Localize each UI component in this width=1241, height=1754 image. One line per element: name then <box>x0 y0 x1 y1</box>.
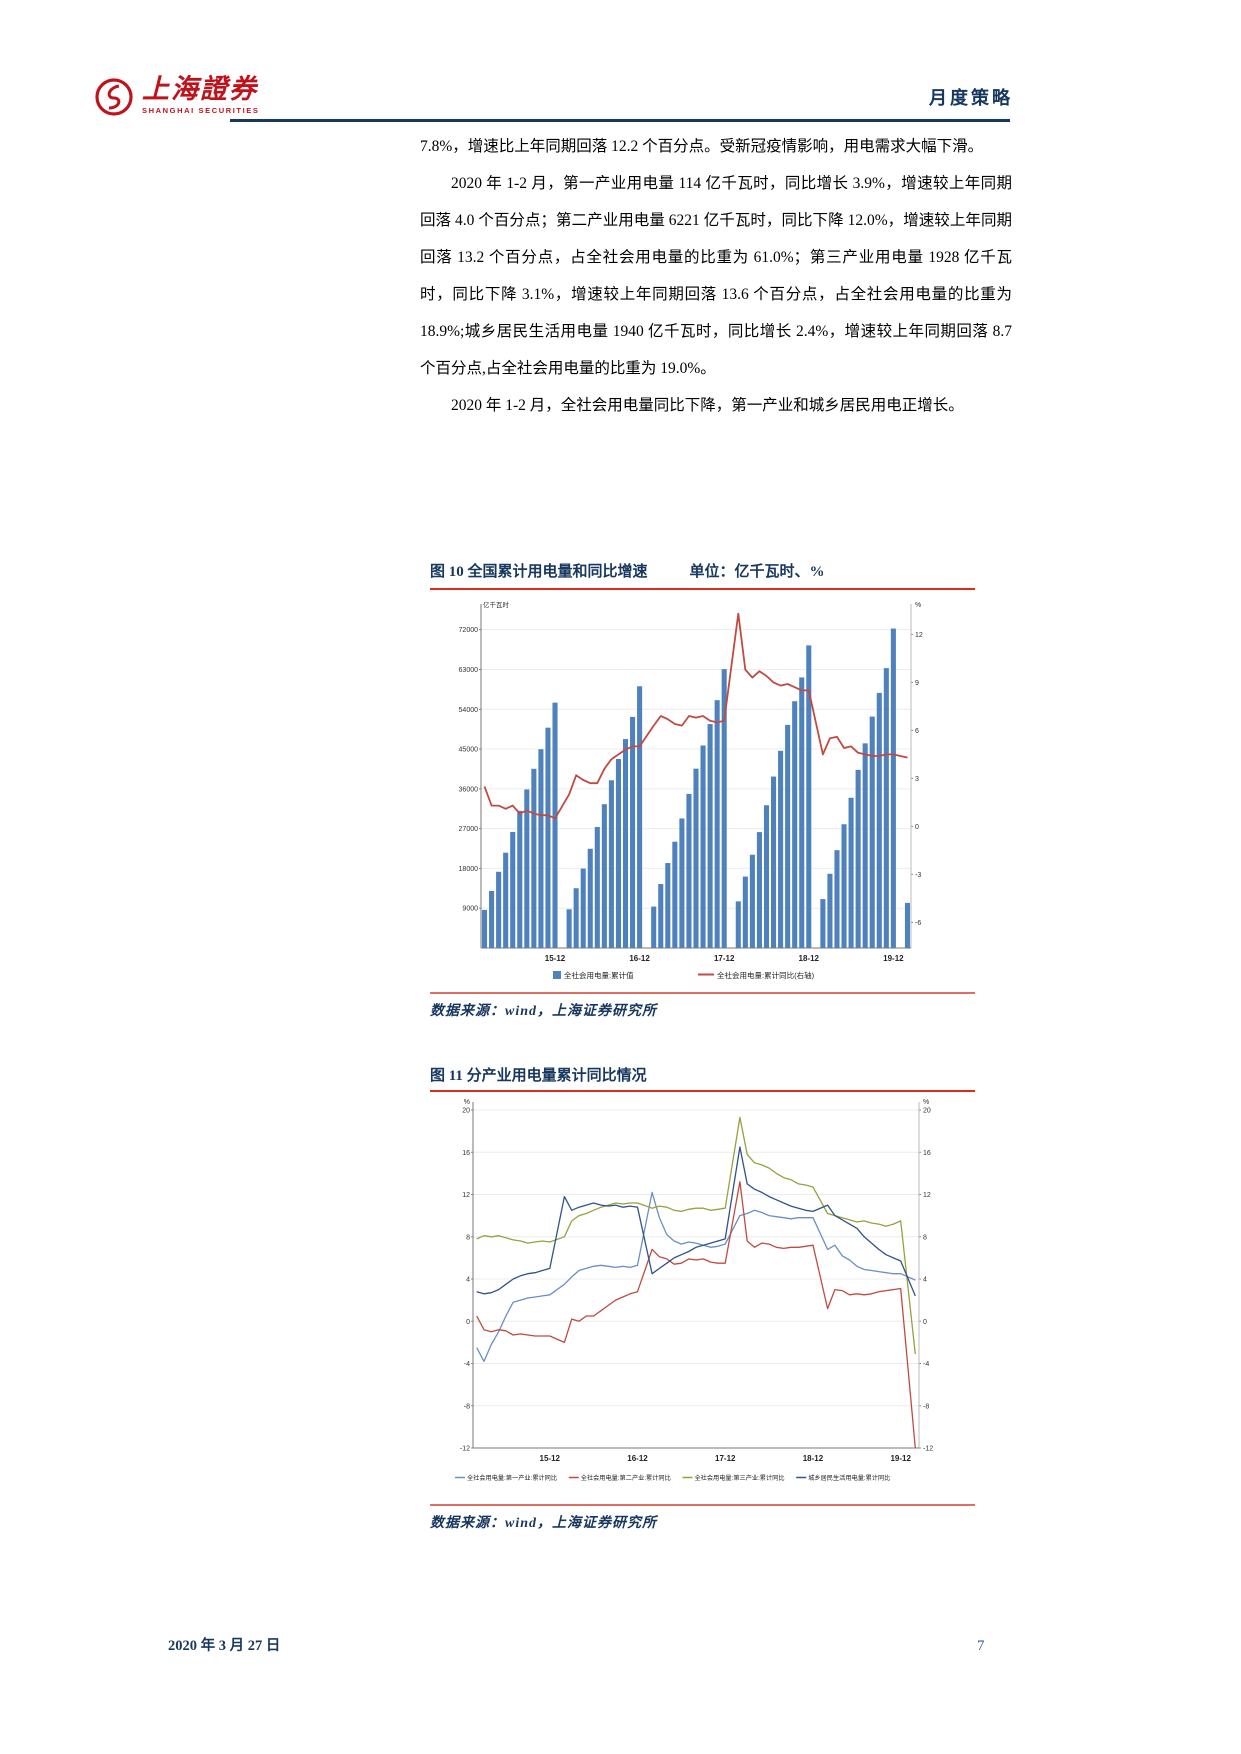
paragraph-industry-detail: 2020 年 1-2 月，第一产业用电量 114 亿千瓦时，同比增长 3.9%，… <box>420 175 1012 377</box>
svg-text:8: 8 <box>923 1234 927 1241</box>
body-text: 7.8%，增速比上年同期回落 12.2 个百分点。受新冠疫情影响，用电需求大幅下… <box>420 128 1012 424</box>
figure11-separator <box>430 1504 975 1506</box>
svg-text:54000: 54000 <box>459 707 479 714</box>
svg-text:3: 3 <box>915 776 919 783</box>
svg-text:16-12: 16-12 <box>627 1454 648 1463</box>
svg-text:12: 12 <box>462 1192 470 1199</box>
svg-text:63000: 63000 <box>459 667 479 674</box>
svg-text:20: 20 <box>923 1108 931 1115</box>
svg-text:-4: -4 <box>923 1361 929 1368</box>
svg-text:城乡居民生活用电量:累计同比: 城乡居民生活用电量:累计同比 <box>808 1474 890 1482</box>
svg-text:15-12: 15-12 <box>545 954 566 963</box>
figure11-chart: -12 -12 -8 -8 -4 -4 0 0 4 4 8 8 12 12 16 16 20 20% % 15-12 1… <box>443 1096 948 1500</box>
figure11-caption: 图 11 分产业用电量累计同比情况 <box>430 1064 647 1085</box>
svg-text:18000: 18000 <box>459 866 479 873</box>
svg-text:全社会用电量:累计值: 全社会用电量:累计值 <box>564 970 634 980</box>
svg-text:亿千瓦时: 亿千瓦时 <box>483 600 510 609</box>
svg-text:15-12: 15-12 <box>540 1454 561 1463</box>
svg-text:6: 6 <box>915 728 919 735</box>
svg-text:-12: -12 <box>460 1446 470 1453</box>
figure10-caption-text: 图 10 全国累计用电量和同比增速 <box>430 564 648 580</box>
svg-text:-8: -8 <box>923 1403 929 1410</box>
svg-text:-12: -12 <box>923 1446 933 1453</box>
svg-text:全社会用电量:第三产业:累计同比: 全社会用电量:第三产业:累计同比 <box>694 1474 784 1482</box>
figure11-caption-underline <box>430 1090 975 1092</box>
svg-text:9000: 9000 <box>462 906 478 913</box>
footer-date: 2020 年 3 月 27 日 <box>168 1638 281 1654</box>
figure10-separator <box>430 992 975 994</box>
svg-text:-4: -4 <box>464 1361 470 1368</box>
header-rule <box>230 119 1010 122</box>
paragraph-continuation: 7.8%，增速比上年同期回落 12.2 个百分点。受新冠疫情影响，用电需求大幅下… <box>420 138 984 155</box>
figure10-unit: 单位：亿千瓦时、% <box>689 564 825 580</box>
svg-text:18-12: 18-12 <box>803 1454 824 1463</box>
svg-text:0: 0 <box>915 824 919 831</box>
figure10-caption: 图 10 全国累计用电量和同比增速 单位：亿千瓦时、% <box>430 560 825 581</box>
svg-text:72000: 72000 <box>459 627 479 634</box>
svg-text:-8: -8 <box>464 1403 470 1410</box>
svg-text:18-12: 18-12 <box>799 954 820 963</box>
svg-text:9: 9 <box>915 680 919 687</box>
svg-text:4: 4 <box>466 1277 470 1284</box>
page-number: 7 <box>977 1638 985 1654</box>
svg-text:全社会用电量:累计同比(右轴): 全社会用电量:累计同比(右轴) <box>717 970 815 980</box>
paragraph-summary: 2020 年 1-2 月，全社会用电量同比下降，第一产业和城乡居民用电正增长。 <box>451 397 964 414</box>
figure10-source: 数据来源：wind，上海证券研究所 <box>430 1004 658 1019</box>
company-logo: 上海證券 SHANGHAI SECURITIES <box>92 74 260 120</box>
figure10-chart: 9000 18000 27000 36000 45000 54000 63000 72000 1… <box>443 596 948 988</box>
svg-text:16: 16 <box>923 1150 931 1157</box>
logo-subtext: SHANGHAI SECURITIES <box>142 106 260 115</box>
svg-text:4: 4 <box>923 1277 927 1284</box>
svg-text:全社会用电量:第一产业:累计同比: 全社会用电量:第一产业:累计同比 <box>467 1474 557 1482</box>
svg-text:0: 0 <box>466 1319 470 1326</box>
svg-text:%: % <box>923 1099 929 1106</box>
svg-text:19-12: 19-12 <box>883 954 904 963</box>
svg-text:17-12: 17-12 <box>715 1454 736 1463</box>
svg-text:12: 12 <box>915 632 923 639</box>
svg-text:12: 12 <box>923 1192 931 1199</box>
svg-text:19-12: 19-12 <box>890 1454 911 1463</box>
svg-text:45000: 45000 <box>459 747 479 754</box>
svg-text:%: % <box>915 602 921 609</box>
figure11-source: 数据来源：wind，上海证券研究所 <box>430 1516 658 1531</box>
svg-text:%: % <box>464 1099 470 1106</box>
svg-text:0: 0 <box>923 1319 927 1326</box>
svg-text:-6: -6 <box>915 920 921 927</box>
svg-text:16-12: 16-12 <box>629 954 650 963</box>
figure10-caption-underline <box>430 588 975 590</box>
logo-text: 上海證券 <box>142 74 258 104</box>
logo-circle-icon <box>95 78 133 116</box>
svg-text:20: 20 <box>462 1108 470 1115</box>
svg-text:16: 16 <box>462 1150 470 1157</box>
figure11-caption-text: 图 11 分产业用电量累计同比情况 <box>430 1068 647 1084</box>
svg-text:36000: 36000 <box>459 786 479 793</box>
doc-type-label: 月度策略 <box>929 88 1013 108</box>
svg-text:17-12: 17-12 <box>714 954 735 963</box>
svg-text:27000: 27000 <box>459 826 479 833</box>
svg-text:全社会用电量:第二产业:累计同比: 全社会用电量:第二产业:累计同比 <box>581 1474 671 1482</box>
svg-text:8: 8 <box>466 1234 470 1241</box>
svg-text:-3: -3 <box>915 872 921 879</box>
